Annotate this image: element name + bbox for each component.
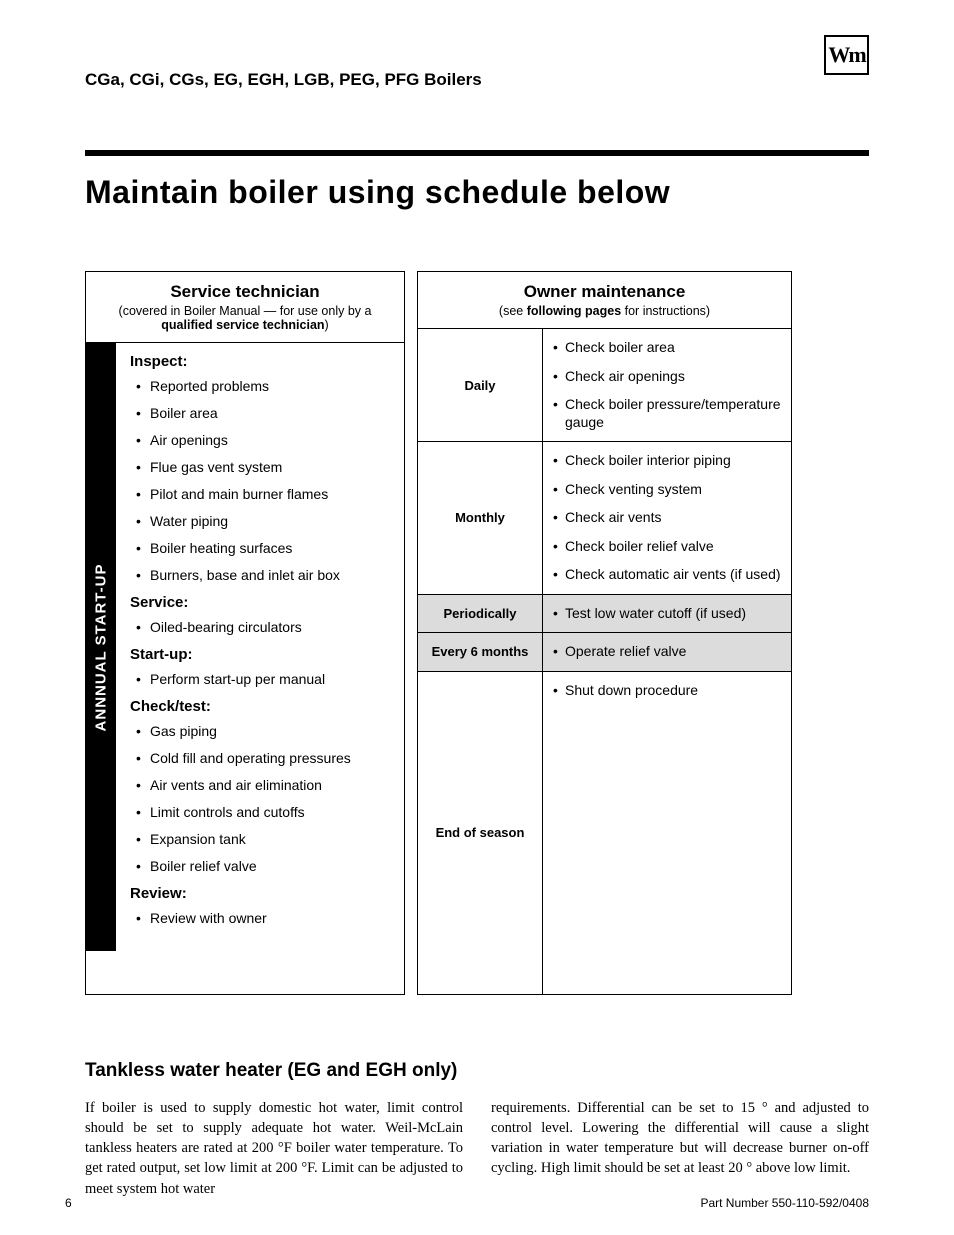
list-item: Water piping [150,513,390,529]
owner-row-items: Shut down procedure [543,672,791,994]
list-item: Review with owner [150,910,390,926]
list-item: Check boiler area [565,339,781,357]
section-list: Reported problems Boiler area Air openings… [130,378,390,583]
part-number: Part Number 550-110-592/0408 [700,1196,869,1210]
list-item: Check boiler pressure/temperature gauge [565,396,781,431]
brand-logo: Wm [824,35,869,75]
list-item: Oiled-bearing circulators [150,619,390,635]
section-list: Perform start-up per manual [130,671,390,687]
section-heading: Review: [130,885,390,902]
body-columns: If boiler is used to supply domestic hot… [85,1098,869,1199]
service-technician-table: Service technician (covered in Boiler Ma… [85,271,405,995]
list-item: Check venting system [565,481,781,499]
owner-row: Every 6 months Operate relief valve [418,633,791,672]
body-col-2: requirements. Differential can be set to… [491,1098,869,1199]
owner-header-sub-bold: following pages [527,304,621,318]
service-header-sub-pre: (covered in Boiler Manual — for use only… [119,304,372,318]
section-heading: Inspect: [130,353,390,370]
service-header-title: Service technician [94,282,396,302]
section-heading: Service: [130,594,390,611]
list-item: Air vents and air elimination [150,777,390,793]
list-item: Boiler area [150,405,390,421]
section-heading: Start-up: [130,646,390,663]
list-item: Gas piping [150,723,390,739]
owner-row-label: End of season [418,672,543,994]
owner-row-label: Daily [418,329,543,441]
section-heading: Check/test: [130,698,390,715]
service-table-header: Service technician (covered in Boiler Ma… [86,272,404,343]
list-item: Check air openings [565,368,781,386]
body-col-1: If boiler is used to supply domestic hot… [85,1098,463,1199]
service-sections: Inspect: Reported problems Boiler area Air … [116,343,404,951]
schedule-tables: Service technician (covered in Boiler Ma… [85,271,869,995]
section-list: Gas piping Cold fill and operating pressu… [130,723,390,874]
page-footer: 6 Part Number 550-110-592/0408 [65,1196,869,1210]
tankless-heading: Tankless water heater (EG and EGH only) [85,1060,869,1082]
service-header-sub-post: ) [325,318,329,332]
list-item: Boiler heating surfaces [150,540,390,556]
owner-header-title: Owner maintenance [426,282,783,302]
owner-rows: Daily Check boiler area Check air openings… [418,329,791,994]
owner-row: Daily Check boiler area Check air openings… [418,329,791,442]
list-item: Perform start-up per manual [150,671,390,687]
section-list: Oiled-bearing circulators [130,619,390,635]
owner-header-sub-pre: (see [499,304,527,318]
logo-text: Wm [828,42,864,68]
list-item: Check air vents [565,509,781,527]
list-item: Boiler relief valve [150,858,390,874]
owner-row-items: Check boiler interior piping Check ventin… [543,442,791,594]
product-line-header: CGa, CGi, CGs, EG, EGH, LGB, PEG, PFG Bo… [85,70,869,90]
owner-row-items: Test low water cutoff (if used) [543,595,791,633]
owner-row: Periodically Test low water cutoff (if us… [418,595,791,634]
list-item: Reported problems [150,378,390,394]
owner-header-sub-post: for instructions) [621,304,710,318]
owner-maintenance-table: Owner maintenance (see following pages f… [417,271,792,995]
annual-startup-sidebar: ANNNUAL START-UP [86,343,116,951]
owner-row-label: Monthly [418,442,543,594]
list-item: Shut down procedure [565,682,781,700]
list-item: Cold fill and operating pressures [150,750,390,766]
list-item: Air openings [150,432,390,448]
owner-row: End of season Shut down procedure [418,672,791,994]
list-item: Flue gas vent system [150,459,390,475]
owner-table-header: Owner maintenance (see following pages f… [418,272,791,329]
section-list: Review with owner [130,910,390,926]
list-item: Check automatic air vents (if used) [565,566,781,584]
list-item: Pilot and main burner flames [150,486,390,502]
list-item: Limit controls and cutoffs [150,804,390,820]
owner-row: MonthlyCheck boiler interior pipingCheck… [418,442,791,595]
list-item: Expansion tank [150,831,390,847]
list-item: Burners, base and inlet air box [150,567,390,583]
service-table-body: ANNNUAL START-UP Inspect: Reported proble… [86,343,404,951]
list-item: Check boiler interior piping [565,452,781,470]
list-item: Test low water cutoff (if used) [565,605,781,623]
owner-header-sub: (see following pages for instructions) [426,304,783,318]
service-header-sub-bold: qualified service technician [161,318,324,332]
page-number: 6 [65,1196,72,1210]
page-title: Maintain boiler using schedule below [85,174,869,211]
owner-row-label: Every 6 months [418,633,543,671]
owner-row-label: Periodically [418,595,543,633]
sidebar-label: ANNNUAL START-UP [93,563,110,731]
service-header-sub: (covered in Boiler Manual — for use only… [94,304,396,332]
owner-row-items: Check boiler area Check air openings Check… [543,329,791,441]
title-rule [85,150,869,156]
owner-row-items: Operate relief valve [543,633,791,671]
list-item: Operate relief valve [565,643,781,661]
list-item: Check boiler relief valve [565,538,781,556]
